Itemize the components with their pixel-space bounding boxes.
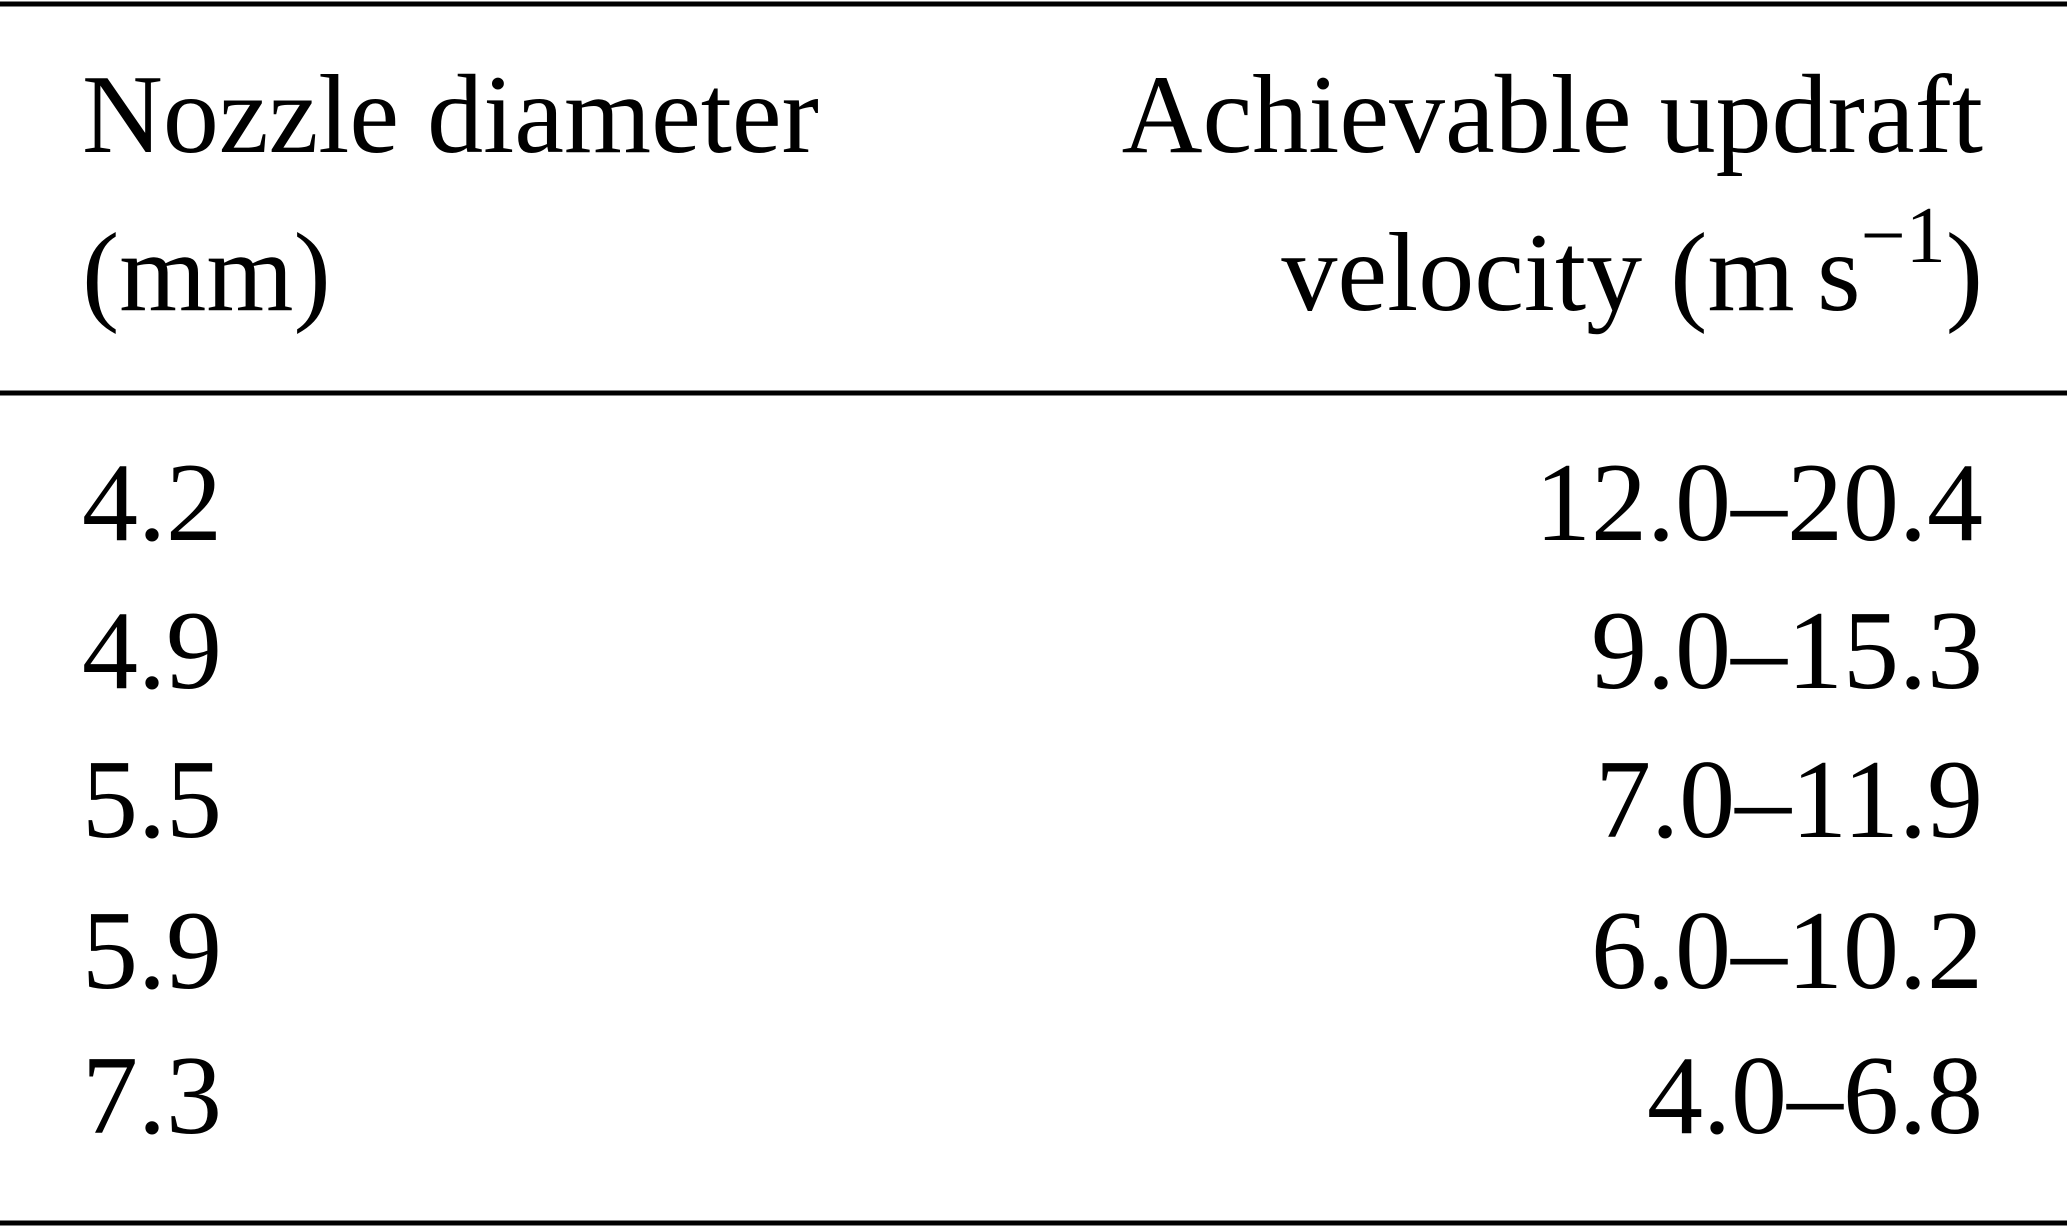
nozzle-diameter: 4.9 — [82, 589, 222, 713]
updraft-velocity: 7.0–11.9 — [1595, 738, 1983, 862]
header-superscript: −1 — [1861, 192, 1946, 280]
nozzle-diameter: 5.5 — [82, 738, 222, 862]
header-text-part: velocity (m s — [1281, 211, 1860, 335]
nozzle-diameter: 7.3 — [82, 1034, 222, 1158]
nozzle-diameter: 5.9 — [82, 889, 222, 1013]
updraft-velocity: 6.0–10.2 — [1591, 889, 1983, 1013]
updraft-velocity: 4.0–6.8 — [1647, 1034, 1983, 1158]
header-text-part: ) — [1946, 211, 1983, 335]
header-text: velocity (m s−1) — [1281, 192, 1983, 335]
header-text: Nozzle diameter — [82, 53, 819, 177]
nozzle-diameter: 4.2 — [82, 441, 222, 565]
header-text: Achievable updraft — [1122, 53, 1983, 177]
updraft-velocity: 9.0–15.3 — [1591, 589, 1983, 713]
updraft-velocity: 12.0–20.4 — [1535, 441, 1983, 565]
header-text: (mm) — [82, 211, 331, 335]
